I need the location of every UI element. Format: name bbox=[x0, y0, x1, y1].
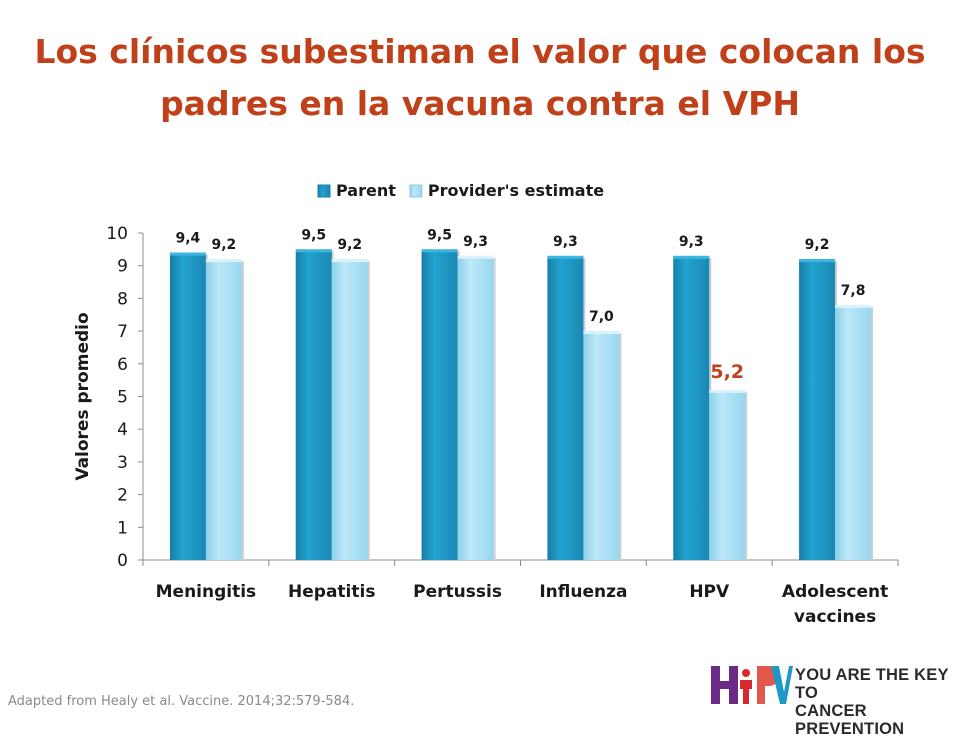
legend-swatch-1 bbox=[409, 184, 423, 198]
x-tick-label: HPV bbox=[689, 582, 730, 602]
bar-1-0 bbox=[205, 259, 242, 560]
bar-0-4 bbox=[673, 255, 710, 560]
y-tick-label: 0 bbox=[117, 551, 128, 571]
legend-swatch-0 bbox=[317, 184, 331, 198]
bar-top bbox=[673, 255, 710, 259]
data-label: 7,0 bbox=[589, 309, 614, 325]
data-label: 5,2 bbox=[710, 361, 744, 383]
bar-1-3 bbox=[583, 331, 620, 560]
bar-top bbox=[709, 389, 746, 393]
bar-top bbox=[169, 252, 206, 256]
y-tick-label: 2 bbox=[117, 486, 128, 506]
bar-1-2 bbox=[457, 255, 494, 560]
citation: Adapted from Healy et al. Vaccine. 2014;… bbox=[8, 694, 355, 709]
bar-top bbox=[421, 249, 458, 253]
data-label: 9,2 bbox=[212, 237, 237, 253]
bar-0-0 bbox=[169, 252, 206, 560]
bar-1-4 bbox=[709, 389, 746, 560]
y-tick-label: 3 bbox=[117, 453, 128, 473]
y-tick-label: 10 bbox=[106, 224, 128, 244]
bar-top bbox=[205, 259, 242, 263]
bar-0-2 bbox=[421, 249, 458, 560]
data-label: 9,3 bbox=[463, 234, 488, 250]
logo-tagline-line2: CANCER PREVENTION bbox=[795, 702, 905, 738]
data-label: 9,3 bbox=[553, 234, 578, 250]
bar-top bbox=[835, 304, 872, 308]
legend-label-0: Parent bbox=[336, 181, 396, 200]
data-label: 9,5 bbox=[427, 227, 452, 243]
bar-chart: 0 1 2 3 4 5 6 7 8 9 10 Valores promedio 9,4 9,2 Mening… bbox=[73, 181, 899, 627]
bar-top bbox=[799, 259, 836, 263]
x-tick-label: vaccines bbox=[794, 607, 876, 627]
bar-0-5 bbox=[799, 259, 836, 560]
y-tick-label: 9 bbox=[117, 257, 128, 277]
bar-top bbox=[331, 259, 368, 263]
data-label: 9,5 bbox=[301, 227, 326, 243]
legend-label-1: Provider's estimate bbox=[428, 181, 604, 200]
bar-top bbox=[457, 255, 494, 259]
page-title: Los clínicos subestiman el valor que col… bbox=[34, 32, 926, 123]
x-tick-label: Meningitis bbox=[156, 582, 257, 602]
logo-tagline: YOU ARE THE KEY TO CANCER PREVENTION bbox=[795, 666, 949, 738]
data-label: 9,3 bbox=[679, 234, 704, 250]
bar-0-3 bbox=[547, 255, 584, 560]
logo-tagline-line1: YOU ARE THE KEY TO bbox=[795, 666, 949, 702]
data-label: 9,4 bbox=[176, 231, 201, 247]
bar-top bbox=[547, 255, 584, 259]
x-tick-label: Influenza bbox=[539, 582, 627, 602]
y-tick-label: 4 bbox=[117, 420, 128, 440]
y-tick-label: 8 bbox=[117, 289, 128, 309]
hpv-logo-mark bbox=[711, 666, 793, 704]
y-tick-label: 5 bbox=[117, 388, 128, 408]
bar-1-1 bbox=[331, 259, 368, 560]
hpv-logo: YOU ARE THE KEY TO CANCER PREVENTION bbox=[709, 660, 949, 738]
data-label: 9,2 bbox=[337, 237, 362, 253]
bar-1-5 bbox=[835, 304, 872, 560]
bar-top bbox=[583, 331, 620, 335]
data-label: 9,2 bbox=[805, 237, 830, 253]
y-tick-label: 1 bbox=[117, 518, 128, 538]
y-tick-label: 6 bbox=[117, 355, 128, 375]
x-tick-label: Adolescent bbox=[782, 582, 888, 602]
data-label: 7,8 bbox=[841, 283, 866, 299]
x-tick-label: Hepatitis bbox=[288, 582, 375, 602]
y-axis-title: Valores promedio bbox=[73, 312, 93, 480]
bar-top bbox=[295, 249, 332, 253]
y-tick-label: 7 bbox=[117, 322, 128, 342]
bar-0-1 bbox=[295, 249, 332, 560]
x-tick-label: Pertussis bbox=[413, 582, 502, 602]
